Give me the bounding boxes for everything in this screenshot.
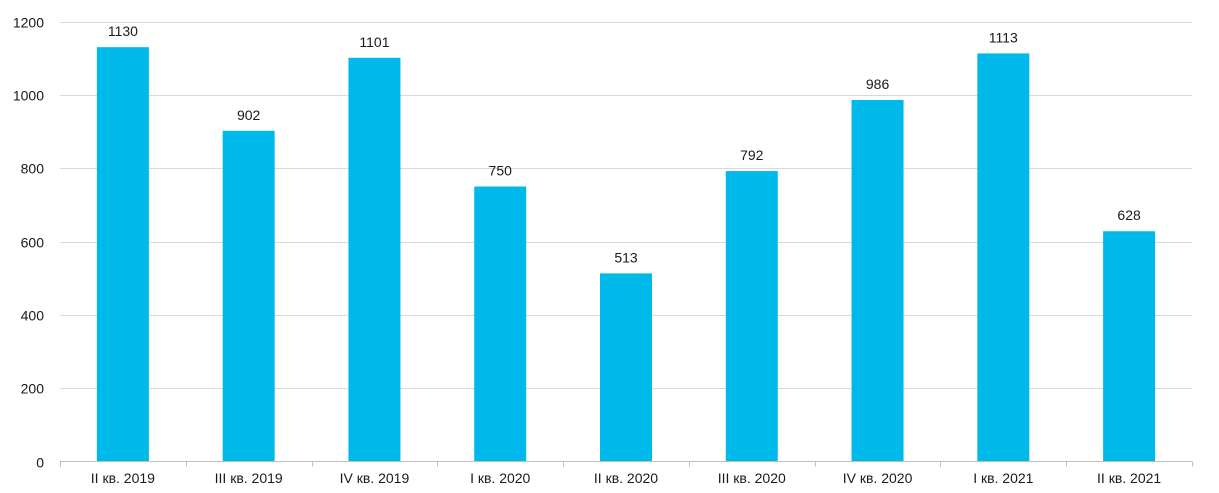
y-tick-label: 800: [21, 161, 45, 177]
y-tick-label: 1200: [13, 15, 44, 31]
x-tick-label: IV кв. 2020: [843, 470, 913, 486]
x-tick-label: II кв. 2020: [594, 470, 658, 486]
data-label: 1101: [359, 34, 389, 50]
data-label: 1130: [108, 23, 138, 39]
x-axis-tick-labels: II кв. 2019 III кв. 2019 IV кв. 2019 I кв. …: [91, 470, 1162, 486]
data-labels: 1130 902 1101 750 513 792 986 1113 628: [108, 23, 1141, 265]
bar: [474, 186, 527, 462]
x-tick-label: II кв. 2021: [1097, 470, 1161, 486]
data-label: 513: [614, 249, 638, 265]
y-tick-label: 600: [21, 235, 45, 251]
data-label: 792: [740, 147, 764, 163]
bar: [725, 171, 778, 462]
y-tick-label: 0: [36, 455, 44, 471]
data-label: 902: [237, 107, 261, 123]
bar: [1103, 231, 1156, 462]
y-tick-label: 400: [21, 308, 45, 324]
y-axis-tick-labels: 0 200 400 600 800 1000 1200: [13, 15, 44, 471]
bars: [96, 47, 1156, 462]
bar: [348, 57, 401, 462]
data-label: 1113: [989, 29, 1018, 45]
bar: [222, 130, 275, 462]
x-tick-label: III кв. 2020: [718, 470, 786, 486]
data-label: 628: [1117, 207, 1141, 223]
x-tick-label: I кв. 2021: [973, 470, 1033, 486]
x-tick-label: I кв. 2020: [470, 470, 530, 486]
y-tick-label: 200: [21, 381, 45, 397]
data-label: 986: [866, 76, 890, 92]
data-label: 750: [489, 163, 513, 179]
x-axis: [60, 461, 1193, 467]
bar: [96, 47, 149, 462]
x-tick-label: II кв. 2019: [91, 470, 155, 486]
x-tick-label: IV кв. 2019: [340, 470, 410, 486]
y-tick-label: 1000: [13, 88, 44, 104]
bar: [851, 99, 904, 462]
x-tick-label: III кв. 2019: [215, 470, 283, 486]
bar: [977, 53, 1030, 462]
bar: [600, 273, 652, 462]
